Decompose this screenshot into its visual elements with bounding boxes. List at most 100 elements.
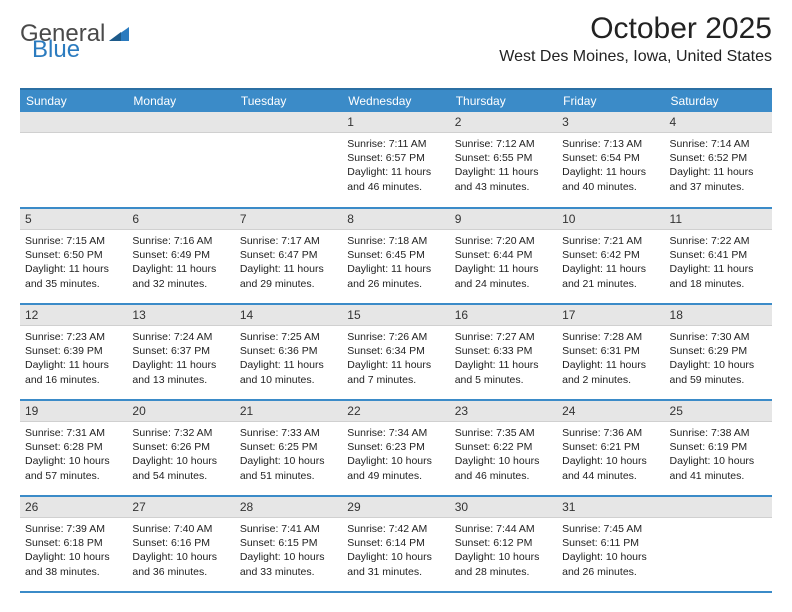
daylight-text: Daylight: 10 hours and 31 minutes. xyxy=(347,550,444,578)
calendar-cell: 28Sunrise: 7:41 AMSunset: 6:15 PMDayligh… xyxy=(235,496,342,592)
day-number: 30 xyxy=(450,497,557,518)
day-header: Tuesday xyxy=(235,89,342,112)
daylight-text: Daylight: 10 hours and 36 minutes. xyxy=(132,550,229,578)
calendar-cell: 13Sunrise: 7:24 AMSunset: 6:37 PMDayligh… xyxy=(127,304,234,400)
sunrise-text: Sunrise: 7:38 AM xyxy=(670,426,767,440)
daylight-text: Daylight: 10 hours and 41 minutes. xyxy=(670,454,767,482)
sunset-text: Sunset: 6:28 PM xyxy=(25,440,122,454)
day-number: 1 xyxy=(342,112,449,133)
cell-body: Sunrise: 7:25 AMSunset: 6:36 PMDaylight:… xyxy=(235,326,342,390)
day-number: 4 xyxy=(665,112,772,133)
cell-body: Sunrise: 7:31 AMSunset: 6:28 PMDaylight:… xyxy=(20,422,127,486)
sunrise-text: Sunrise: 7:25 AM xyxy=(240,330,337,344)
day-number xyxy=(20,112,127,133)
daylight-text: Daylight: 11 hours and 10 minutes. xyxy=(240,358,337,386)
daylight-text: Daylight: 10 hours and 49 minutes. xyxy=(347,454,444,482)
title-block: October 2025 West Des Moines, Iowa, Unit… xyxy=(499,12,772,66)
cell-body: Sunrise: 7:26 AMSunset: 6:34 PMDaylight:… xyxy=(342,326,449,390)
cell-body: Sunrise: 7:23 AMSunset: 6:39 PMDaylight:… xyxy=(20,326,127,390)
daylight-text: Daylight: 10 hours and 38 minutes. xyxy=(25,550,122,578)
daylight-text: Daylight: 10 hours and 33 minutes. xyxy=(240,550,337,578)
calendar-cell: 21Sunrise: 7:33 AMSunset: 6:25 PMDayligh… xyxy=(235,400,342,496)
cell-body: Sunrise: 7:17 AMSunset: 6:47 PMDaylight:… xyxy=(235,230,342,294)
sunset-text: Sunset: 6:11 PM xyxy=(562,536,659,550)
day-header: Monday xyxy=(127,89,234,112)
logo-text-2: Blue xyxy=(32,36,80,63)
calendar-cell: 17Sunrise: 7:28 AMSunset: 6:31 PMDayligh… xyxy=(557,304,664,400)
sunset-text: Sunset: 6:42 PM xyxy=(562,248,659,262)
cell-body: Sunrise: 7:45 AMSunset: 6:11 PMDaylight:… xyxy=(557,518,664,582)
calendar-cell: 18Sunrise: 7:30 AMSunset: 6:29 PMDayligh… xyxy=(665,304,772,400)
sunrise-text: Sunrise: 7:26 AM xyxy=(347,330,444,344)
calendar-cell: 1Sunrise: 7:11 AMSunset: 6:57 PMDaylight… xyxy=(342,112,449,208)
sunrise-text: Sunrise: 7:44 AM xyxy=(455,522,552,536)
cell-body: Sunrise: 7:39 AMSunset: 6:18 PMDaylight:… xyxy=(20,518,127,582)
calendar-week-row: 5Sunrise: 7:15 AMSunset: 6:50 PMDaylight… xyxy=(20,208,772,304)
day-number: 16 xyxy=(450,305,557,326)
daylight-text: Daylight: 10 hours and 44 minutes. xyxy=(562,454,659,482)
calendar-cell: 11Sunrise: 7:22 AMSunset: 6:41 PMDayligh… xyxy=(665,208,772,304)
daylight-text: Daylight: 10 hours and 26 minutes. xyxy=(562,550,659,578)
day-number: 24 xyxy=(557,401,664,422)
cell-body: Sunrise: 7:40 AMSunset: 6:16 PMDaylight:… xyxy=(127,518,234,582)
sunset-text: Sunset: 6:55 PM xyxy=(455,151,552,165)
calendar-cell: 7Sunrise: 7:17 AMSunset: 6:47 PMDaylight… xyxy=(235,208,342,304)
day-number: 13 xyxy=(127,305,234,326)
sunrise-text: Sunrise: 7:39 AM xyxy=(25,522,122,536)
daylight-text: Daylight: 11 hours and 43 minutes. xyxy=(455,165,552,193)
day-header: Wednesday xyxy=(342,89,449,112)
daylight-text: Daylight: 10 hours and 46 minutes. xyxy=(455,454,552,482)
calendar-cell: 2Sunrise: 7:12 AMSunset: 6:55 PMDaylight… xyxy=(450,112,557,208)
day-number: 7 xyxy=(235,209,342,230)
sunset-text: Sunset: 6:26 PM xyxy=(132,440,229,454)
daylight-text: Daylight: 11 hours and 5 minutes. xyxy=(455,358,552,386)
day-number: 10 xyxy=(557,209,664,230)
calendar-cell: 9Sunrise: 7:20 AMSunset: 6:44 PMDaylight… xyxy=(450,208,557,304)
cell-body: Sunrise: 7:28 AMSunset: 6:31 PMDaylight:… xyxy=(557,326,664,390)
calendar-cell: 30Sunrise: 7:44 AMSunset: 6:12 PMDayligh… xyxy=(450,496,557,592)
calendar-cell: 20Sunrise: 7:32 AMSunset: 6:26 PMDayligh… xyxy=(127,400,234,496)
daylight-text: Daylight: 11 hours and 32 minutes. xyxy=(132,262,229,290)
calendar-cell: 6Sunrise: 7:16 AMSunset: 6:49 PMDaylight… xyxy=(127,208,234,304)
calendar-table: Sunday Monday Tuesday Wednesday Thursday… xyxy=(20,88,772,593)
sunset-text: Sunset: 6:52 PM xyxy=(670,151,767,165)
sunset-text: Sunset: 6:49 PM xyxy=(132,248,229,262)
daylight-text: Daylight: 11 hours and 35 minutes. xyxy=(25,262,122,290)
cell-body: Sunrise: 7:34 AMSunset: 6:23 PMDaylight:… xyxy=(342,422,449,486)
calendar-cell: 5Sunrise: 7:15 AMSunset: 6:50 PMDaylight… xyxy=(20,208,127,304)
day-number: 29 xyxy=(342,497,449,518)
day-number xyxy=(665,497,772,518)
daylight-text: Daylight: 10 hours and 57 minutes. xyxy=(25,454,122,482)
sunset-text: Sunset: 6:29 PM xyxy=(670,344,767,358)
sunrise-text: Sunrise: 7:27 AM xyxy=(455,330,552,344)
sunset-text: Sunset: 6:57 PM xyxy=(347,151,444,165)
day-number: 12 xyxy=(20,305,127,326)
calendar-week-row: 12Sunrise: 7:23 AMSunset: 6:39 PMDayligh… xyxy=(20,304,772,400)
cell-body xyxy=(665,518,772,525)
calendar-cell: 19Sunrise: 7:31 AMSunset: 6:28 PMDayligh… xyxy=(20,400,127,496)
day-header: Saturday xyxy=(665,89,772,112)
calendar-cell: 12Sunrise: 7:23 AMSunset: 6:39 PMDayligh… xyxy=(20,304,127,400)
day-header-row: Sunday Monday Tuesday Wednesday Thursday… xyxy=(20,89,772,112)
day-number: 2 xyxy=(450,112,557,133)
calendar-week-row: 19Sunrise: 7:31 AMSunset: 6:28 PMDayligh… xyxy=(20,400,772,496)
daylight-text: Daylight: 11 hours and 37 minutes. xyxy=(670,165,767,193)
cell-body: Sunrise: 7:11 AMSunset: 6:57 PMDaylight:… xyxy=(342,133,449,197)
sunrise-text: Sunrise: 7:16 AM xyxy=(132,234,229,248)
day-number: 28 xyxy=(235,497,342,518)
daylight-text: Daylight: 11 hours and 40 minutes. xyxy=(562,165,659,193)
cell-body: Sunrise: 7:33 AMSunset: 6:25 PMDaylight:… xyxy=(235,422,342,486)
sunrise-text: Sunrise: 7:14 AM xyxy=(670,137,767,151)
sunset-text: Sunset: 6:36 PM xyxy=(240,344,337,358)
sunrise-text: Sunrise: 7:22 AM xyxy=(670,234,767,248)
daylight-text: Daylight: 10 hours and 54 minutes. xyxy=(132,454,229,482)
sunrise-text: Sunrise: 7:18 AM xyxy=(347,234,444,248)
daylight-text: Daylight: 11 hours and 24 minutes. xyxy=(455,262,552,290)
sunset-text: Sunset: 6:15 PM xyxy=(240,536,337,550)
calendar-cell: 27Sunrise: 7:40 AMSunset: 6:16 PMDayligh… xyxy=(127,496,234,592)
header: General October 2025 West Des Moines, Io… xyxy=(20,12,772,66)
calendar-week-row: 1Sunrise: 7:11 AMSunset: 6:57 PMDaylight… xyxy=(20,112,772,208)
sunrise-text: Sunrise: 7:30 AM xyxy=(670,330,767,344)
calendar-week-row: 26Sunrise: 7:39 AMSunset: 6:18 PMDayligh… xyxy=(20,496,772,592)
sunset-text: Sunset: 6:54 PM xyxy=(562,151,659,165)
